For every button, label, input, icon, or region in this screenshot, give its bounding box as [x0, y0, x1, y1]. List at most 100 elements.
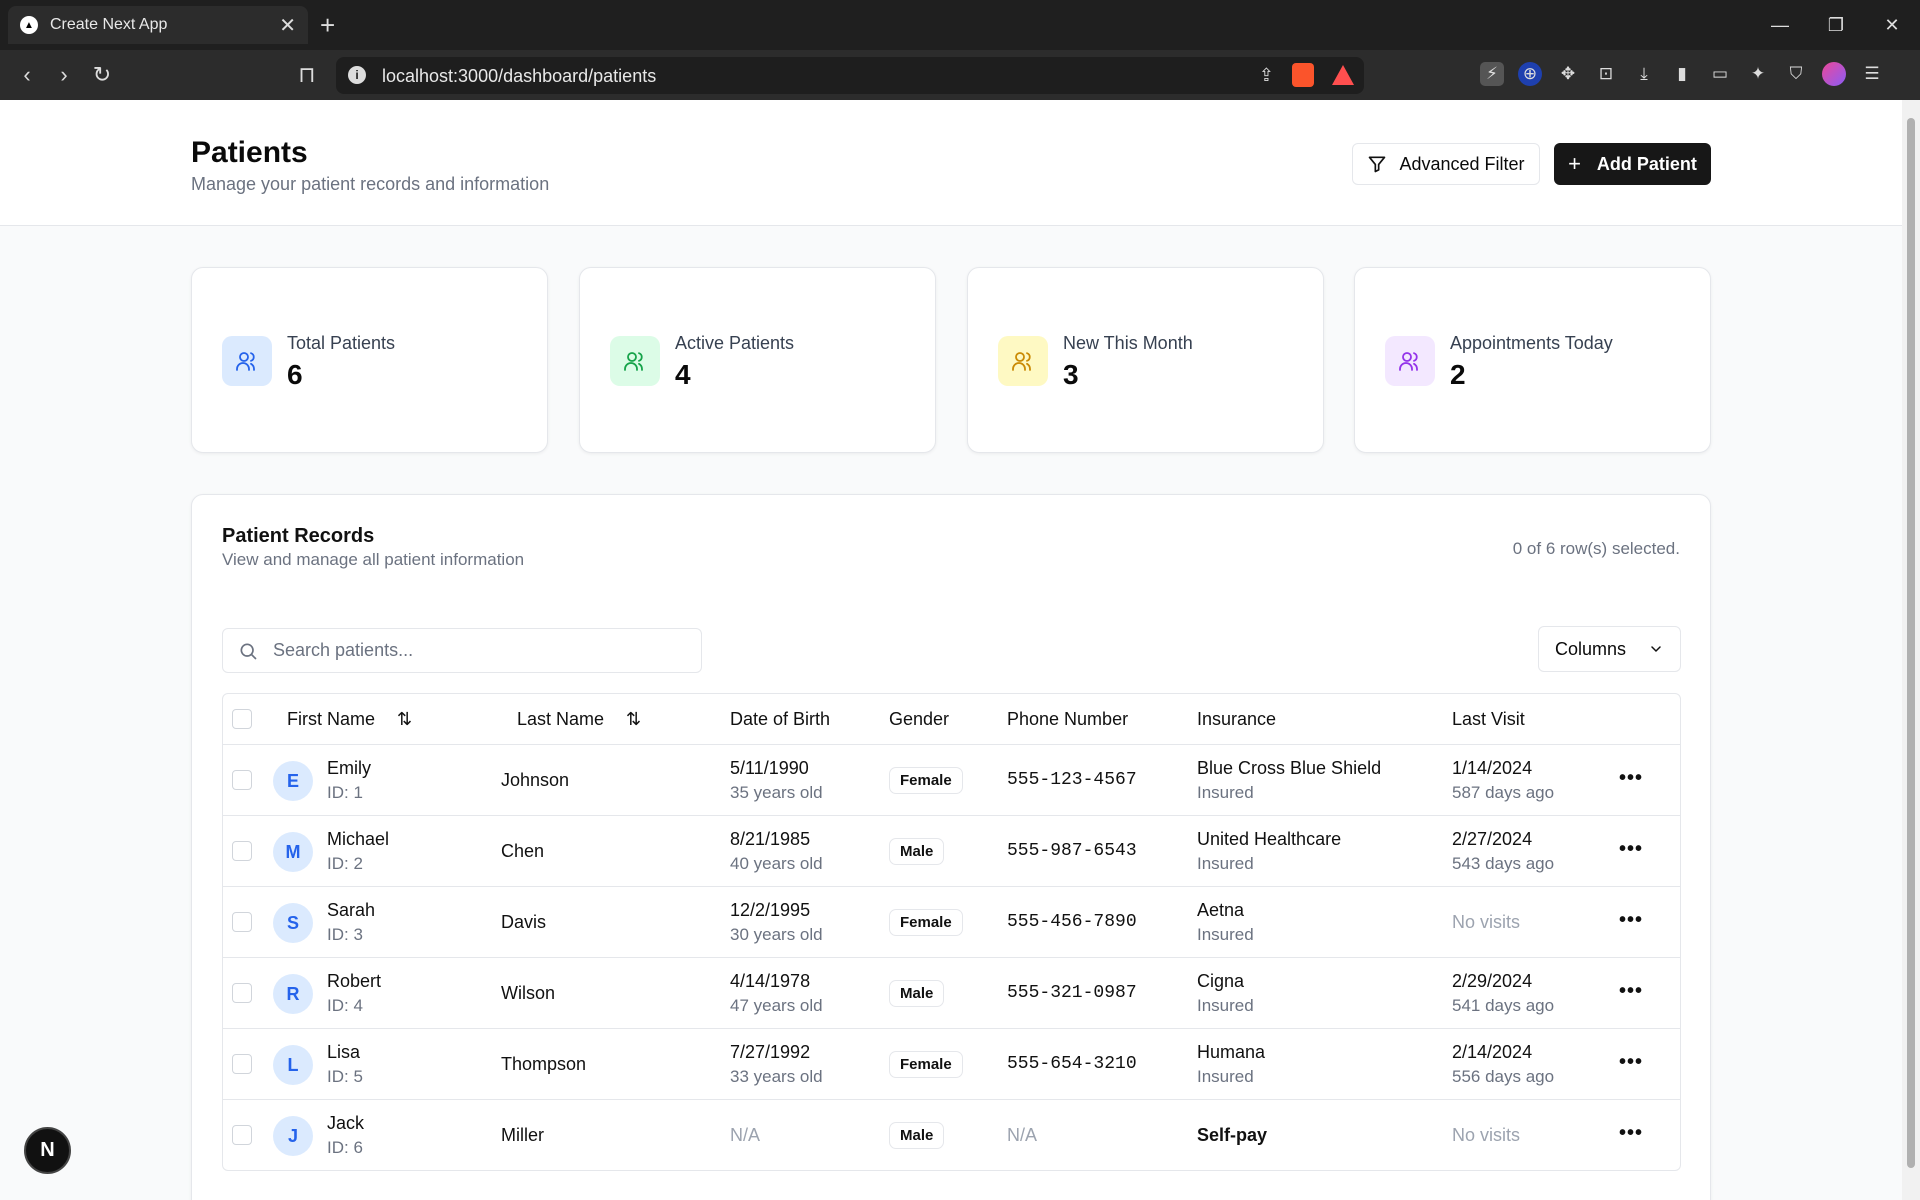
age: 40 years old [730, 854, 823, 873]
select-all-checkbox[interactable] [232, 709, 252, 729]
date-of-birth: 4/14/1978 [730, 971, 811, 991]
brave-rewards-icon[interactable] [1332, 65, 1354, 85]
patient-id: ID: 2 [327, 854, 363, 873]
nextjs-favicon-icon: ▲ [20, 16, 38, 34]
phone-number: N/A [1007, 1125, 1038, 1145]
last-visit-date: 2/29/2024 [1452, 971, 1533, 991]
download-icon[interactable]: ⤓ [1640, 64, 1648, 83]
last-visit-ago: 556 days ago [1452, 1067, 1555, 1086]
browser-titlebar: ▲ Create Next App ✕ + — ❐ ✕ [0, 0, 1920, 50]
insurance-provider: United Healthcare [1197, 829, 1342, 849]
puzzle-icon[interactable]: ✥ [1560, 64, 1576, 83]
row-actions-icon[interactable]: ••• [1619, 980, 1644, 1002]
records-title: Patient Records [222, 525, 375, 547]
column-header-last-name[interactable]: Last Name ⇅ [517, 709, 641, 730]
reload-icon[interactable]: ↻ [92, 62, 112, 87]
table-row[interactable]: M Michael ID: 2 Chen 8/21/1985 40 years … [223, 816, 1680, 887]
row-actions-icon[interactable]: ••• [1619, 1051, 1644, 1073]
age: 33 years old [730, 1067, 823, 1086]
vpn-icon[interactable]: ⛉ [1789, 64, 1803, 83]
patient-id: ID: 3 [327, 925, 363, 944]
password-manager-icon[interactable]: ⊕ [1518, 62, 1542, 86]
sidebar-icon[interactable]: ▮ [1677, 64, 1687, 83]
back-icon[interactable]: ‹ [23, 62, 31, 87]
table-row[interactable]: E Emily ID: 1 Johnson 5/11/1990 35 years… [223, 745, 1680, 816]
address-bar[interactable]: i localhost:3000/dashboard/patients ⇪ [336, 57, 1364, 94]
table-row[interactable]: S Sarah ID: 3 Davis 12/2/1995 30 years o… [223, 887, 1680, 958]
new-tab-icon[interactable]: + [320, 10, 336, 40]
date-of-birth: 7/27/1992 [730, 1042, 811, 1062]
date-of-birth: 8/21/1985 [730, 829, 811, 849]
row-actions-icon[interactable]: ••• [1619, 909, 1644, 931]
advanced-filter-button[interactable]: Advanced Filter [1352, 143, 1540, 185]
row-checkbox[interactable] [232, 912, 252, 932]
insurance-provider: Blue Cross Blue Shield [1197, 758, 1382, 778]
insurance-provider: Humana [1197, 1042, 1266, 1062]
sort-icon[interactable]: ⇅ [626, 709, 642, 729]
wallet-icon[interactable]: ▭ [1711, 64, 1729, 83]
column-header-label: Insurance [1197, 709, 1277, 729]
avatar: R [273, 974, 313, 1014]
bookmark-icon[interactable]: ⊓ [298, 62, 316, 87]
last-visit-date: 1/14/2024 [1452, 758, 1533, 778]
insurance-provider: Self-pay [1197, 1125, 1268, 1145]
plus-icon: + [1568, 151, 1581, 176]
last-name: Davis [501, 912, 547, 932]
gender-badge: Female [889, 1051, 963, 1078]
column-header-insurance: Insurance [1197, 709, 1276, 730]
phone-number: 555-654-3210 [1007, 1054, 1137, 1074]
filter-icon [1369, 156, 1386, 173]
page-scrollbar[interactable] [1902, 100, 1920, 1200]
age: 35 years old [730, 783, 823, 802]
search-icon [240, 643, 257, 660]
patient-id: ID: 1 [327, 783, 363, 802]
nextjs-dev-indicator[interactable]: N [24, 1127, 71, 1174]
reader-icon[interactable]: ⊡ [1598, 64, 1614, 83]
extension-icon[interactable]: ⚡ [1480, 62, 1504, 86]
minimize-icon[interactable]: — [1771, 14, 1789, 35]
page-title: Patients [191, 136, 308, 169]
stat-value: 4 [675, 359, 691, 390]
row-checkbox[interactable] [232, 770, 252, 790]
add-patient-button[interactable]: + Add Patient [1554, 143, 1711, 185]
search-input[interactable] [273, 629, 693, 672]
insurance-status: Insured [1197, 783, 1254, 802]
row-actions-icon[interactable]: ••• [1619, 1122, 1644, 1144]
brave-shields-icon[interactable] [1292, 63, 1314, 87]
avatar: M [273, 832, 313, 872]
table-row[interactable]: L Lisa ID: 5 Thompson 7/27/1992 33 years… [223, 1029, 1680, 1100]
scrollbar-thumb[interactable] [1907, 118, 1915, 1168]
site-info-icon[interactable]: i [348, 66, 366, 84]
search-box[interactable] [222, 628, 702, 673]
row-checkbox[interactable] [232, 1125, 252, 1145]
age: 30 years old [730, 925, 823, 944]
sort-icon[interactable]: ⇅ [397, 709, 413, 729]
close-tab-icon[interactable]: ✕ [279, 14, 296, 37]
row-actions-icon[interactable]: ••• [1619, 767, 1644, 789]
patient-id: ID: 4 [327, 996, 363, 1015]
restore-icon[interactable]: ❐ [1827, 14, 1845, 35]
browser-tab[interactable]: ▲ Create Next App ✕ [8, 6, 308, 44]
close-window-icon[interactable]: ✕ [1884, 14, 1900, 35]
menu-icon[interactable]: ☰ [1864, 64, 1880, 83]
row-checkbox[interactable] [232, 983, 252, 1003]
column-header-first-name[interactable]: First Name ⇅ [287, 709, 412, 730]
date-of-birth: N/A [730, 1125, 761, 1145]
gender-badge: Male [889, 1122, 945, 1149]
users-icon [624, 352, 643, 371]
page-subtitle: Manage your patient records and informat… [191, 174, 550, 194]
row-checkbox[interactable] [232, 841, 252, 861]
row-checkbox[interactable] [232, 1054, 252, 1074]
gender-badge: Male [889, 980, 945, 1007]
leo-ai-icon[interactable]: ✦ [1750, 64, 1766, 83]
forward-icon[interactable]: › [60, 62, 68, 87]
profile-icon[interactable] [1822, 62, 1846, 86]
table-row[interactable]: R Robert ID: 4 Wilson 4/14/1978 47 years… [223, 958, 1680, 1029]
address-url[interactable]: localhost:3000/dashboard/patients [382, 66, 657, 86]
share-icon[interactable]: ⇪ [1258, 64, 1274, 85]
table-row[interactable]: J Jack ID: 6 Miller N/A Male N/A Self-pa… [223, 1100, 1680, 1170]
last-name: Johnson [501, 770, 570, 790]
row-actions-icon[interactable]: ••• [1619, 838, 1644, 860]
last-visit-ago: 543 days ago [1452, 854, 1555, 873]
columns-button[interactable]: Columns [1538, 626, 1681, 672]
